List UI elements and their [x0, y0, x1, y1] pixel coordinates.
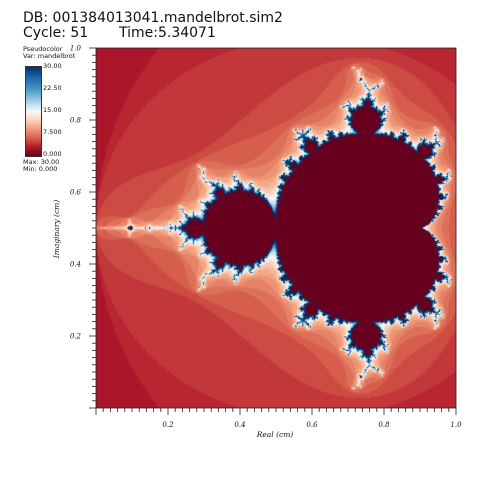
y-tick-label: 0.6 — [70, 189, 82, 197]
plot-frame — [95, 47, 457, 409]
y-tick-label: 0.2 — [70, 333, 82, 341]
colorbar-tick-15: 15.00 — [43, 106, 62, 114]
x-axis-label: Real (cm) — [256, 430, 294, 439]
x-tick-label: 0.2 — [162, 421, 174, 429]
x-tick-label: 0.8 — [378, 421, 390, 429]
colorbar-tick-7-5: 7.500 — [43, 128, 62, 136]
legend-variable: Var: mandelbrot — [23, 52, 76, 60]
colorbar — [25, 66, 42, 157]
legend-title: Pseudocolor — [23, 45, 63, 53]
x-tick-labels: 0.2 0.4 0.6 0.8 1.0 — [162, 421, 462, 429]
time-label: Time:5.34071 — [119, 25, 216, 41]
x-tick-label: 0.6 — [306, 421, 318, 429]
heatmap-image — [96, 48, 456, 408]
colorbar-tick-22-5: 22.50 — [43, 84, 62, 92]
legend-max: Max: 30.00 — [23, 158, 60, 166]
tick-marks — [89, 47, 457, 415]
cycle-label: Cycle: 51 — [23, 25, 89, 41]
y-axis-label: Imaginary (cm) — [52, 200, 61, 259]
legend-min: Min: 0.000 — [23, 165, 58, 173]
y-tick-labels: 0.2 0.4 0.6 0.8 1.0 — [70, 45, 82, 341]
x-tick-label: 1.0 — [450, 421, 462, 429]
y-tick-label: 1.0 — [70, 45, 82, 53]
colorbar-tick-0: 0.000 — [43, 150, 62, 158]
y-tick-label: 0.8 — [70, 117, 82, 125]
db-label: DB: 001384013041.mandelbrot.sim2 — [23, 10, 283, 26]
x-tick-label: 0.4 — [234, 421, 245, 429]
y-tick-label: 0.4 — [70, 261, 81, 269]
colorbar-tick-30: 30.00 — [43, 62, 62, 70]
